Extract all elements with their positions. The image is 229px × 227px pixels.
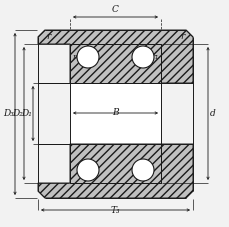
Text: D₂: D₂ [12,109,23,118]
Polygon shape [38,144,192,198]
Circle shape [77,159,98,181]
Polygon shape [70,44,160,83]
Text: B: B [112,108,118,117]
Text: C: C [112,5,118,14]
Text: r₁: r₁ [72,53,79,61]
Circle shape [131,46,153,68]
Text: r: r [46,32,50,41]
Text: r: r [180,32,184,41]
Text: D₁: D₁ [21,109,32,118]
Circle shape [77,46,98,68]
Text: r₁: r₁ [151,53,158,61]
Circle shape [131,159,153,181]
Text: d: d [209,109,215,118]
Polygon shape [38,30,192,83]
Polygon shape [70,144,160,183]
Text: T₃: T₃ [110,206,120,215]
Text: D₃: D₃ [3,109,14,118]
Bar [70,83,160,144]
